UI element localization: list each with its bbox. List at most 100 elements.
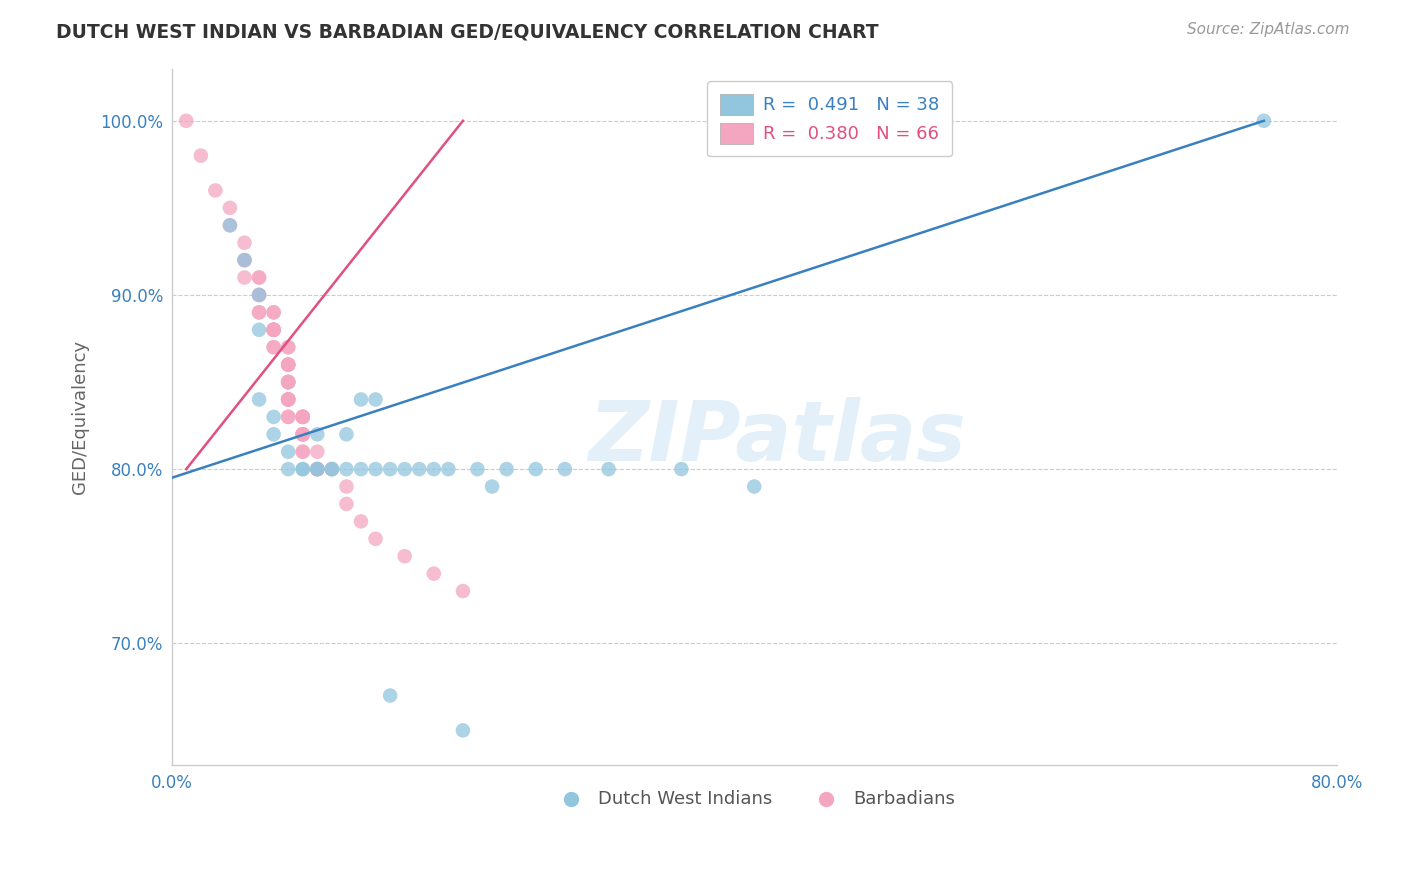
Point xyxy=(277,375,299,389)
Point xyxy=(277,375,299,389)
Point xyxy=(277,375,299,389)
Point xyxy=(291,427,314,442)
Point xyxy=(219,201,242,215)
Point xyxy=(291,444,314,458)
Point xyxy=(1253,113,1275,128)
Point xyxy=(451,584,474,599)
Point xyxy=(307,462,329,476)
Point xyxy=(247,288,270,302)
Point xyxy=(291,427,314,442)
Point xyxy=(277,392,299,407)
Point xyxy=(598,462,620,476)
Point xyxy=(233,253,256,268)
Point xyxy=(277,409,299,424)
Point xyxy=(277,444,299,458)
Point xyxy=(350,462,373,476)
Point xyxy=(307,462,329,476)
Point xyxy=(307,462,329,476)
Point xyxy=(481,479,503,493)
Point xyxy=(277,392,299,407)
Point xyxy=(277,358,299,372)
Text: Source: ZipAtlas.com: Source: ZipAtlas.com xyxy=(1187,22,1350,37)
Point xyxy=(291,462,314,476)
Point xyxy=(233,235,256,250)
Point xyxy=(263,409,285,424)
Point xyxy=(277,462,299,476)
Point xyxy=(408,462,430,476)
Point xyxy=(247,288,270,302)
Point xyxy=(437,462,460,476)
Point xyxy=(263,340,285,354)
Point xyxy=(263,305,285,319)
Point xyxy=(277,340,299,354)
Point xyxy=(219,219,242,233)
Point xyxy=(247,392,270,407)
Point xyxy=(233,270,256,285)
Point xyxy=(277,392,299,407)
Point xyxy=(364,392,387,407)
Point xyxy=(174,113,197,128)
Point xyxy=(277,392,299,407)
Point xyxy=(495,462,517,476)
Point xyxy=(277,358,299,372)
Point xyxy=(277,375,299,389)
Point xyxy=(335,497,357,511)
Y-axis label: GED/Equivalency: GED/Equivalency xyxy=(72,340,89,494)
Point xyxy=(671,462,693,476)
Point xyxy=(291,409,314,424)
Point xyxy=(307,444,329,458)
Point xyxy=(291,462,314,476)
Point xyxy=(247,270,270,285)
Point xyxy=(364,462,387,476)
Point xyxy=(291,409,314,424)
Point xyxy=(307,462,329,476)
Text: DUTCH WEST INDIAN VS BARBADIAN GED/EQUIVALENCY CORRELATION CHART: DUTCH WEST INDIAN VS BARBADIAN GED/EQUIV… xyxy=(56,22,879,41)
Text: ZIPatlas: ZIPatlas xyxy=(589,397,966,478)
Point xyxy=(247,323,270,337)
Point xyxy=(321,462,343,476)
Point xyxy=(291,427,314,442)
Point xyxy=(350,514,373,528)
Point xyxy=(554,462,576,476)
Point xyxy=(263,305,285,319)
Point xyxy=(263,323,285,337)
Point xyxy=(277,392,299,407)
Point xyxy=(291,409,314,424)
Point xyxy=(350,392,373,407)
Point xyxy=(524,462,547,476)
Point xyxy=(291,427,314,442)
Point xyxy=(263,340,285,354)
Point xyxy=(263,427,285,442)
Point xyxy=(451,723,474,738)
Point xyxy=(378,462,401,476)
Point xyxy=(335,427,357,442)
Point xyxy=(467,462,489,476)
Point xyxy=(394,462,416,476)
Point xyxy=(263,323,285,337)
Point xyxy=(321,462,343,476)
Point xyxy=(291,444,314,458)
Point xyxy=(247,305,270,319)
Point xyxy=(291,427,314,442)
Point xyxy=(277,409,299,424)
Point xyxy=(277,340,299,354)
Point xyxy=(263,323,285,337)
Point xyxy=(335,479,357,493)
Point xyxy=(335,462,357,476)
Point xyxy=(291,409,314,424)
Point xyxy=(247,305,270,319)
Point xyxy=(247,270,270,285)
Point xyxy=(321,462,343,476)
Point xyxy=(423,462,446,476)
Point xyxy=(247,288,270,302)
Point xyxy=(233,253,256,268)
Point xyxy=(423,566,446,581)
Point xyxy=(277,358,299,372)
Point xyxy=(364,532,387,546)
Point xyxy=(307,427,329,442)
Point xyxy=(219,219,242,233)
Point xyxy=(291,409,314,424)
Point xyxy=(307,462,329,476)
Point xyxy=(204,183,226,197)
Point xyxy=(263,323,285,337)
